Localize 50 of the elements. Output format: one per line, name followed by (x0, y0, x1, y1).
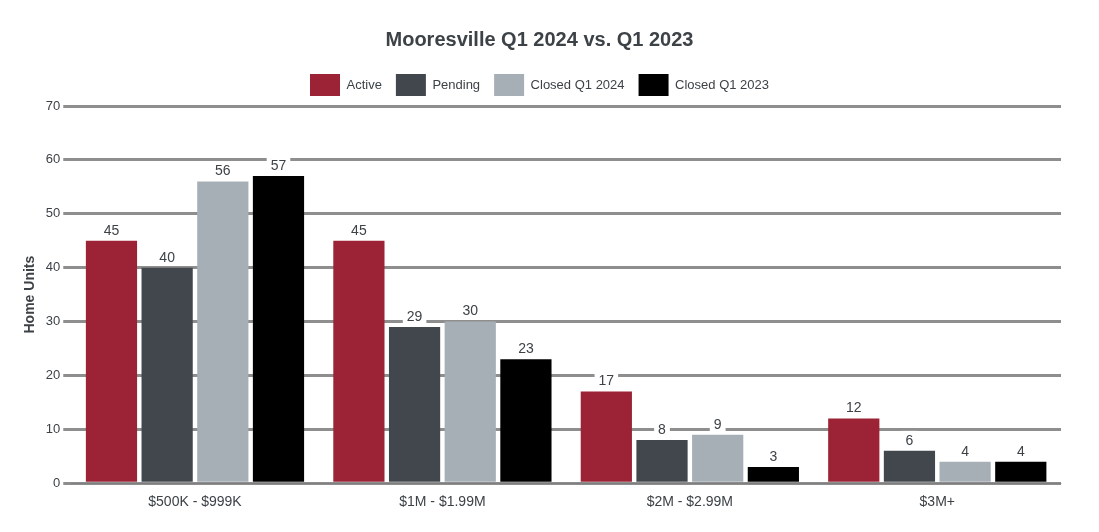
data-label: 29 (406, 307, 423, 324)
y-tick-label: 30 (45, 313, 61, 329)
bar (692, 434, 744, 482)
chart-title: Mooresville Q1 2024 vs. Q1 2023 (385, 27, 694, 50)
data-label: 23 (518, 340, 534, 357)
x-tick-label: $500K - $999K (148, 493, 243, 510)
bar (995, 461, 1047, 482)
data-label: 45 (103, 221, 120, 238)
y-tick-label: 10 (45, 420, 61, 436)
x-tick-label: $3M+ (919, 493, 955, 510)
data-label: 4 (1016, 442, 1025, 459)
legend-label: Active (346, 76, 382, 92)
x-tick-label: $2M - $2.99M (646, 493, 734, 510)
data-label: 3 (769, 447, 778, 464)
data-label: 12 (845, 399, 862, 416)
bar (747, 467, 799, 482)
bar (500, 359, 552, 482)
data-label: 40 (159, 248, 176, 265)
bar (828, 418, 880, 482)
data-label: 4 (961, 442, 970, 459)
data-label: 6 (905, 431, 914, 448)
legend-label: Pending (432, 76, 481, 92)
y-tick-label: 50 (45, 205, 61, 221)
y-tick-label: 0 (53, 474, 61, 490)
bar (85, 240, 138, 482)
bar (388, 326, 441, 482)
data-label: 45 (351, 221, 367, 238)
bar (141, 267, 193, 482)
bar (197, 181, 249, 482)
y-tick-label: 40 (45, 259, 61, 275)
data-label: 8 (658, 420, 667, 437)
bar (580, 391, 632, 482)
legend-label: Closed Q1 2023 (675, 76, 770, 92)
x-tick-label: $1M - $1.99M (399, 493, 486, 510)
y-tick-label: 70 (45, 97, 61, 113)
data-label: 57 (270, 156, 287, 173)
bar (444, 321, 496, 482)
y-axis-title: Home Units (21, 255, 38, 334)
bar (252, 176, 305, 482)
bar (939, 461, 991, 482)
y-tick-label: 20 (45, 367, 61, 383)
y-tick-label: 60 (45, 151, 61, 167)
bar (333, 240, 385, 482)
legend-label: Closed Q1 2024 (530, 76, 625, 92)
data-label: 17 (598, 372, 615, 389)
data-label: 9 (713, 415, 722, 432)
data-label: 56 (215, 162, 231, 179)
bar (883, 450, 936, 482)
data-label: 30 (462, 302, 479, 319)
bar (636, 440, 688, 482)
